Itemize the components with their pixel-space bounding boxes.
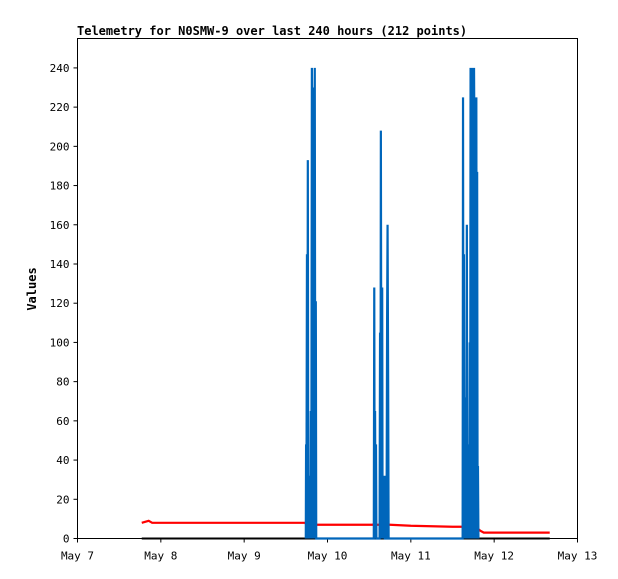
y-tick-label: 0 bbox=[63, 533, 70, 546]
x-tick-label: May 13 bbox=[558, 550, 598, 563]
chart-title: Telemetry for N0SMW-9 over last 240 hour… bbox=[77, 24, 467, 38]
x-tick-label: May 12 bbox=[474, 550, 514, 563]
y-tick-label: 80 bbox=[56, 376, 69, 389]
x-tick-label: May 10 bbox=[308, 550, 348, 563]
y-axis-label: Values bbox=[25, 267, 39, 310]
y-tick-label: 40 bbox=[56, 454, 69, 467]
y-tick-label: 160 bbox=[50, 219, 70, 232]
x-tick-label: May 11 bbox=[391, 550, 431, 563]
series-line-1 bbox=[141, 518, 550, 534]
x-axis: May 7 May 8 May 9 May 10 May 11 May 12 May 13 bbox=[61, 538, 598, 563]
x-tick-label: May 7 bbox=[61, 550, 94, 563]
y-tick-label: 220 bbox=[50, 101, 70, 114]
series-line-0 bbox=[304, 67, 480, 540]
y-tick-label: 200 bbox=[50, 140, 70, 153]
y-tick-label: 180 bbox=[50, 180, 70, 193]
y-tick-label: 120 bbox=[50, 297, 70, 310]
y-tick-label: 100 bbox=[50, 336, 70, 349]
y-tick-label: 240 bbox=[50, 62, 70, 75]
x-tick-label: May 8 bbox=[144, 550, 177, 563]
y-tick-label: 140 bbox=[50, 258, 70, 271]
plot-frame bbox=[77, 38, 578, 539]
x-tick-label: May 9 bbox=[228, 550, 261, 563]
y-tick-label: 60 bbox=[56, 415, 69, 428]
y-tick-label: 20 bbox=[56, 493, 69, 506]
series-layer bbox=[141, 67, 550, 540]
y-axis: 0 20 40 60 80 100 120 140 160 180 200 220 240 bbox=[50, 62, 78, 546]
